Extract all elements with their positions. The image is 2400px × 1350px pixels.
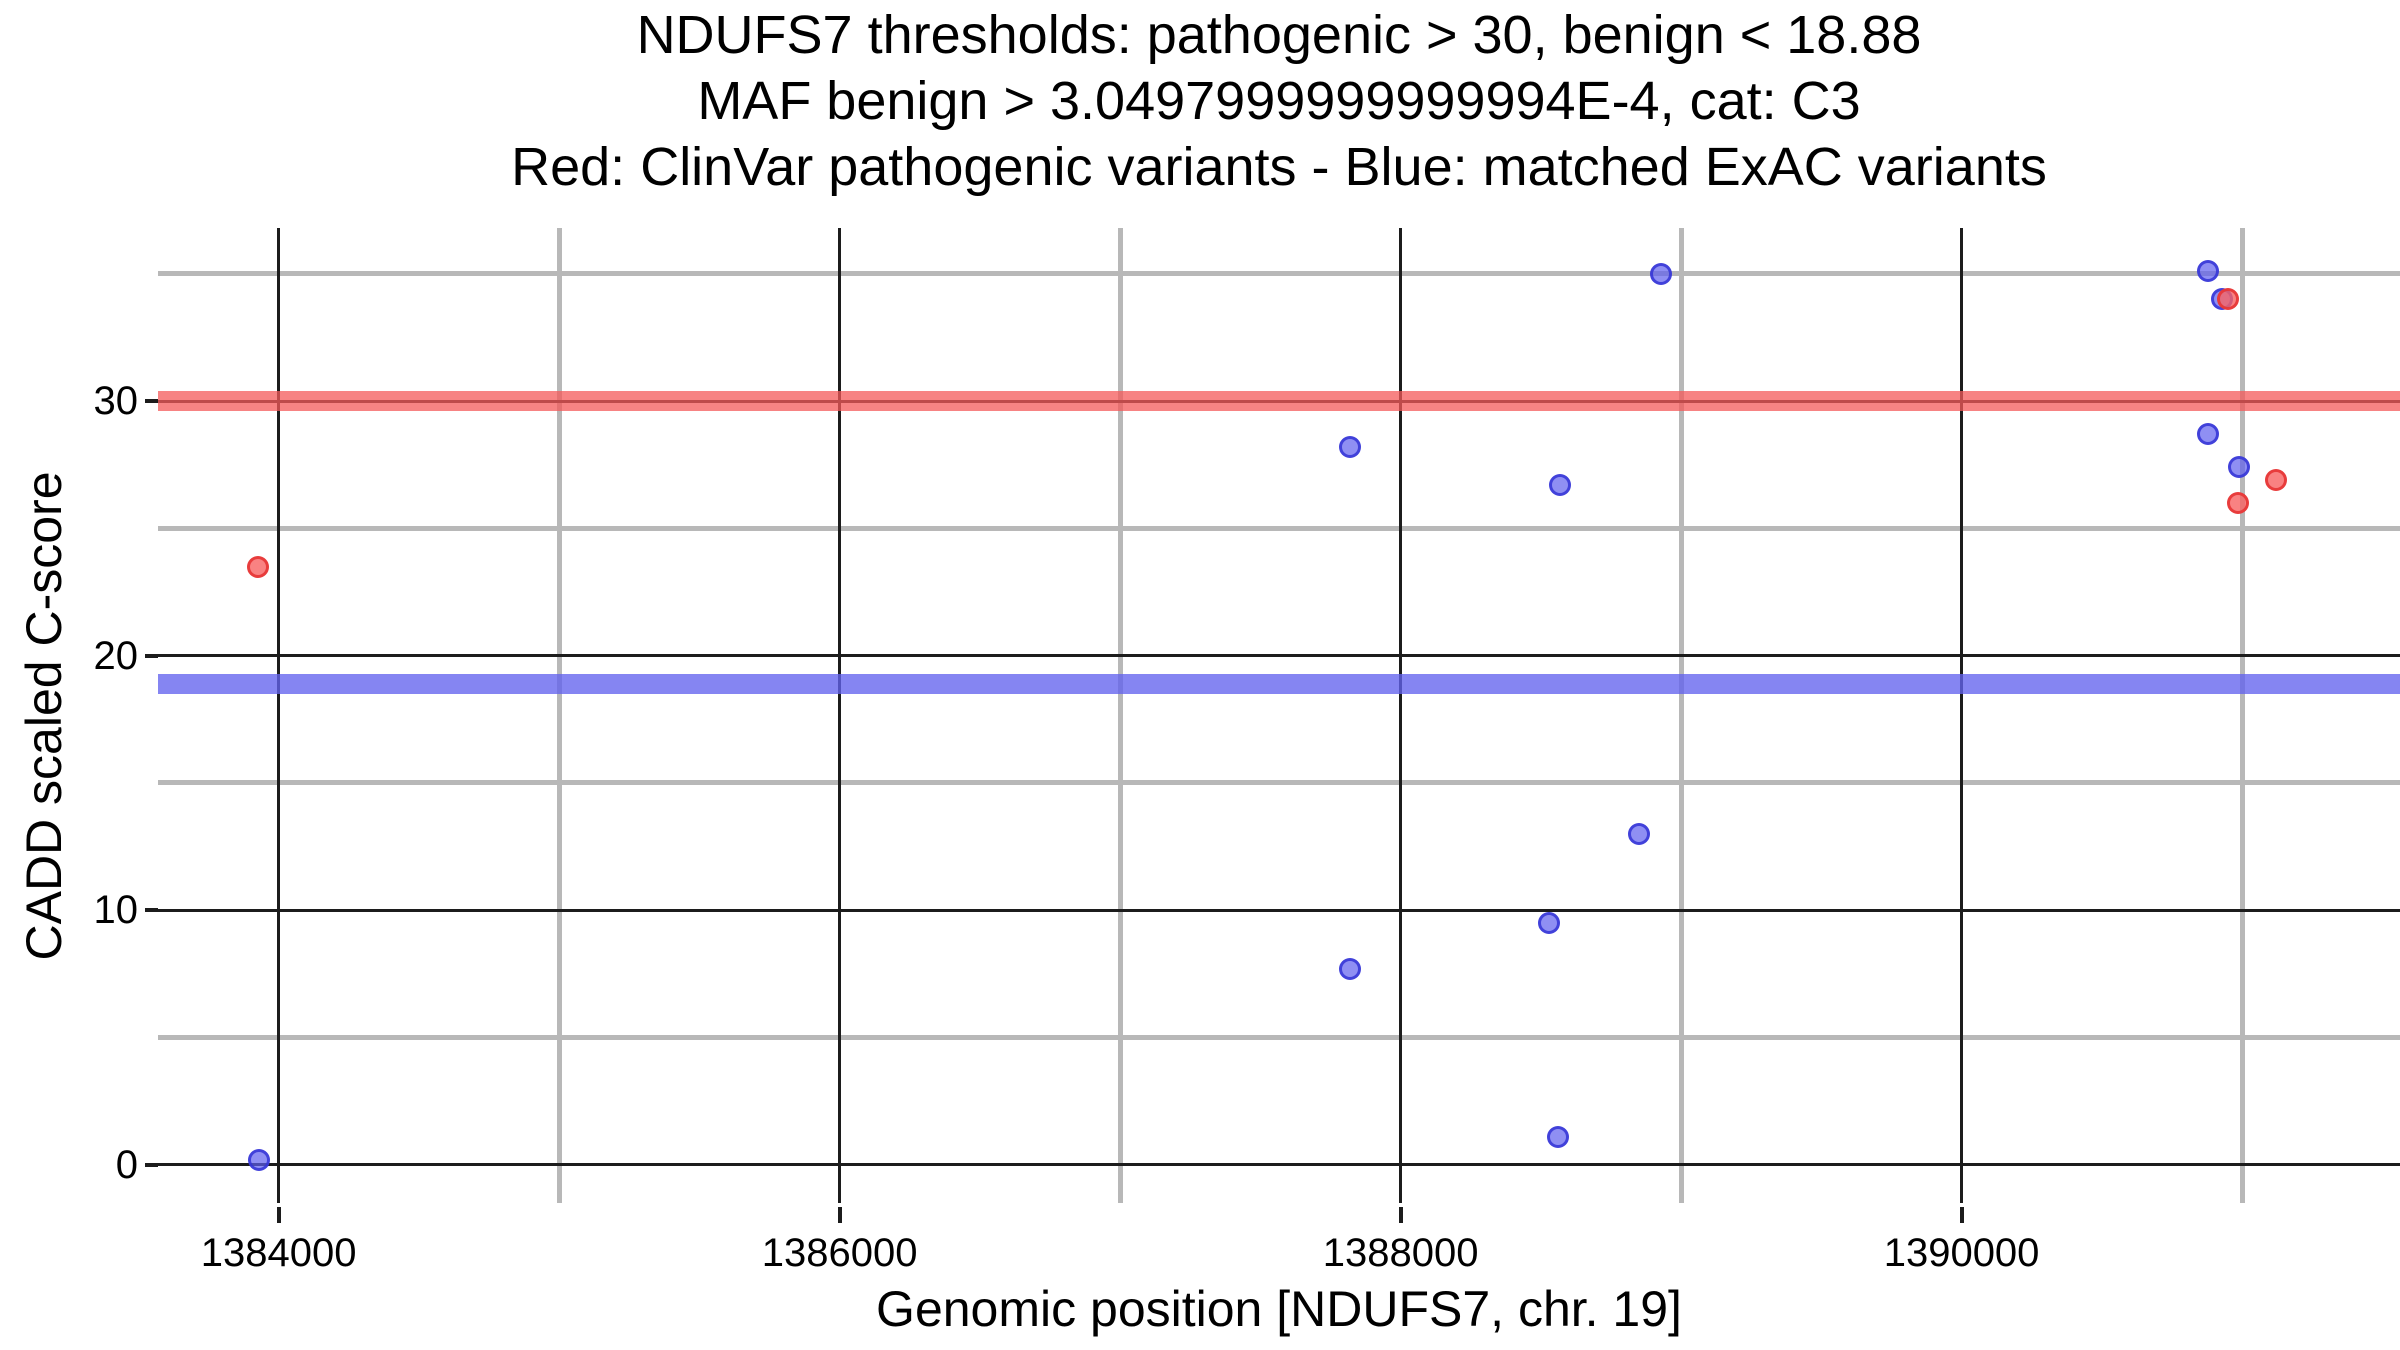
y-axis-tick-0: [145, 1162, 158, 1167]
major-gridline-y-10: [158, 908, 2400, 912]
y-axis-tick-20: [145, 653, 158, 658]
data-point-blue: [2228, 456, 2251, 479]
minor-gridline-y-35: [158, 271, 2400, 277]
x-axis-tick-1388000: [1398, 1207, 1403, 1223]
x-axis-label: Genomic position [NDUFS7, chr. 19]: [876, 1281, 1682, 1337]
chart-title-line-3: Red: ClinVar pathogenic variants - Blue:…: [511, 137, 2047, 197]
y-tick-label-10: 10: [93, 888, 139, 933]
minor-gridline-y-15: [158, 780, 2400, 786]
x-axis-tick-1386000: [837, 1207, 842, 1223]
x-axis-tick-1384000: [276, 1207, 281, 1223]
major-gridline-x-1386000: [838, 228, 842, 1203]
minor-gridline-x-1389000: [1678, 228, 1684, 1203]
minor-gridline-y-25: [158, 525, 2400, 531]
minor-gridline-y-5: [158, 1035, 2400, 1041]
data-point-red: [246, 555, 269, 578]
chart-title: NDUFS7 thresholds: pathogenic > 30, beni…: [158, 2, 2400, 200]
x-tick-label-1384000: 1384000: [200, 1231, 357, 1275]
chart-title-line-2: MAF benign > 3.0497999999999994E-4, cat:…: [697, 71, 1861, 131]
data-point-blue: [2197, 423, 2220, 446]
minor-gridline-x-1391000: [2239, 228, 2245, 1203]
data-point-blue: [2197, 260, 2220, 283]
minor-gridline-x-1385000: [556, 228, 562, 1203]
data-point-red: [2217, 288, 2240, 311]
chart-title-line-1: NDUFS7 thresholds: pathogenic > 30, beni…: [636, 5, 1922, 65]
y-axis-label: CADD scaled C-score: [16, 471, 72, 961]
minor-gridline-x-1387000: [1117, 228, 1123, 1203]
y-axis-tick-10: [145, 908, 158, 913]
data-point-blue: [1339, 435, 1362, 458]
y-tick-label-30: 30: [93, 379, 139, 424]
major-gridline-x-1388000: [1399, 228, 1403, 1203]
data-point-blue: [1546, 1125, 1569, 1148]
pathogenic-threshold-band: [158, 391, 2400, 412]
major-gridline-y-20: [158, 654, 2400, 658]
data-point-red: [2226, 491, 2249, 514]
y-tick-label-0: 0: [115, 1142, 138, 1187]
data-point-blue: [1650, 262, 1673, 285]
major-gridline-x-1390000: [1960, 228, 1964, 1203]
data-point-blue: [247, 1148, 270, 1171]
benign-threshold-band: [158, 674, 2400, 695]
data-point-blue: [1549, 474, 1572, 497]
major-gridline-x-1384000: [277, 228, 281, 1203]
x-tick-label-1386000: 1386000: [761, 1231, 918, 1275]
x-tick-label-1388000: 1388000: [1322, 1231, 1479, 1275]
data-point-blue: [1628, 822, 1651, 845]
y-axis-tick-30: [145, 399, 158, 404]
data-point-red: [2264, 469, 2287, 492]
x-tick-label-1390000: 1390000: [1883, 1231, 2040, 1275]
data-point-blue: [1538, 911, 1561, 934]
data-point-blue: [1339, 957, 1362, 980]
x-axis-tick-1390000: [1959, 1207, 1964, 1223]
major-gridline-y-0: [158, 1163, 2400, 1167]
y-tick-label-20: 20: [93, 633, 139, 678]
